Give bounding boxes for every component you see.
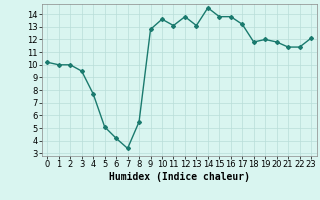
X-axis label: Humidex (Indice chaleur): Humidex (Indice chaleur)	[109, 172, 250, 182]
